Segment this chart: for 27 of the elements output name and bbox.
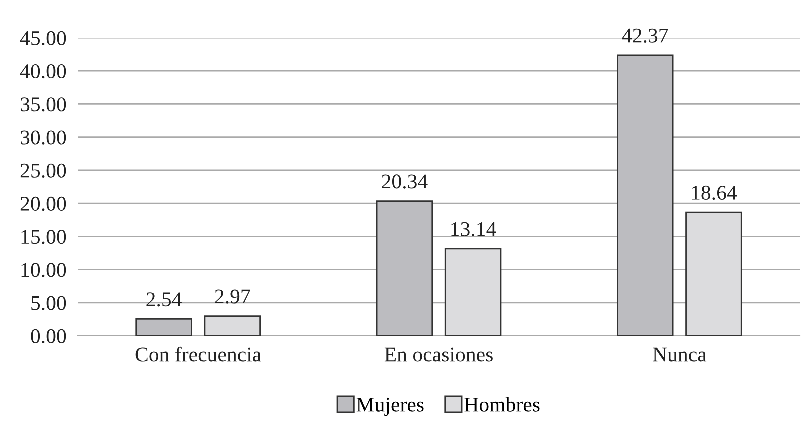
- y-tick-label: 10.00: [22, 263, 66, 278]
- bar: [136, 318, 192, 336]
- y-tick-label: 20.00: [20, 196, 66, 212]
- y-tick-label: 30.00: [21, 130, 66, 145]
- legend-label: Mujeres: [356, 398, 424, 416]
- y-tick-label: 5.00: [32, 296, 66, 310]
- x-tick-label: Nunca: [653, 348, 707, 362]
- y-tick-label: 25.00: [20, 164, 66, 178]
- bar: [444, 248, 502, 336]
- y-tick-label: 35.00: [21, 98, 66, 112]
- data-label: 2.54: [146, 292, 182, 307]
- bar: [376, 200, 434, 336]
- x-tick-label: Con frecuencia: [136, 346, 262, 362]
- data-label: 20.34: [382, 174, 428, 189]
- y-tick-label: 45.00: [20, 31, 66, 46]
- bar: [686, 212, 742, 336]
- data-label: 42.37: [622, 28, 668, 43]
- y-tick-label: 40.00: [20, 64, 66, 79]
- data-label: 18.64: [692, 186, 738, 200]
- legend-label: Hombres: [464, 397, 540, 412]
- x-tick-label: En ocasiones: [384, 348, 493, 362]
- y-tick-label: 15.00: [22, 230, 66, 244]
- bar: [617, 54, 674, 336]
- bar: [204, 316, 261, 336]
- y-tick-label: 0.00: [31, 329, 66, 344]
- data-label: 2.97: [215, 290, 250, 304]
- data-label: 13.14: [452, 222, 496, 237]
